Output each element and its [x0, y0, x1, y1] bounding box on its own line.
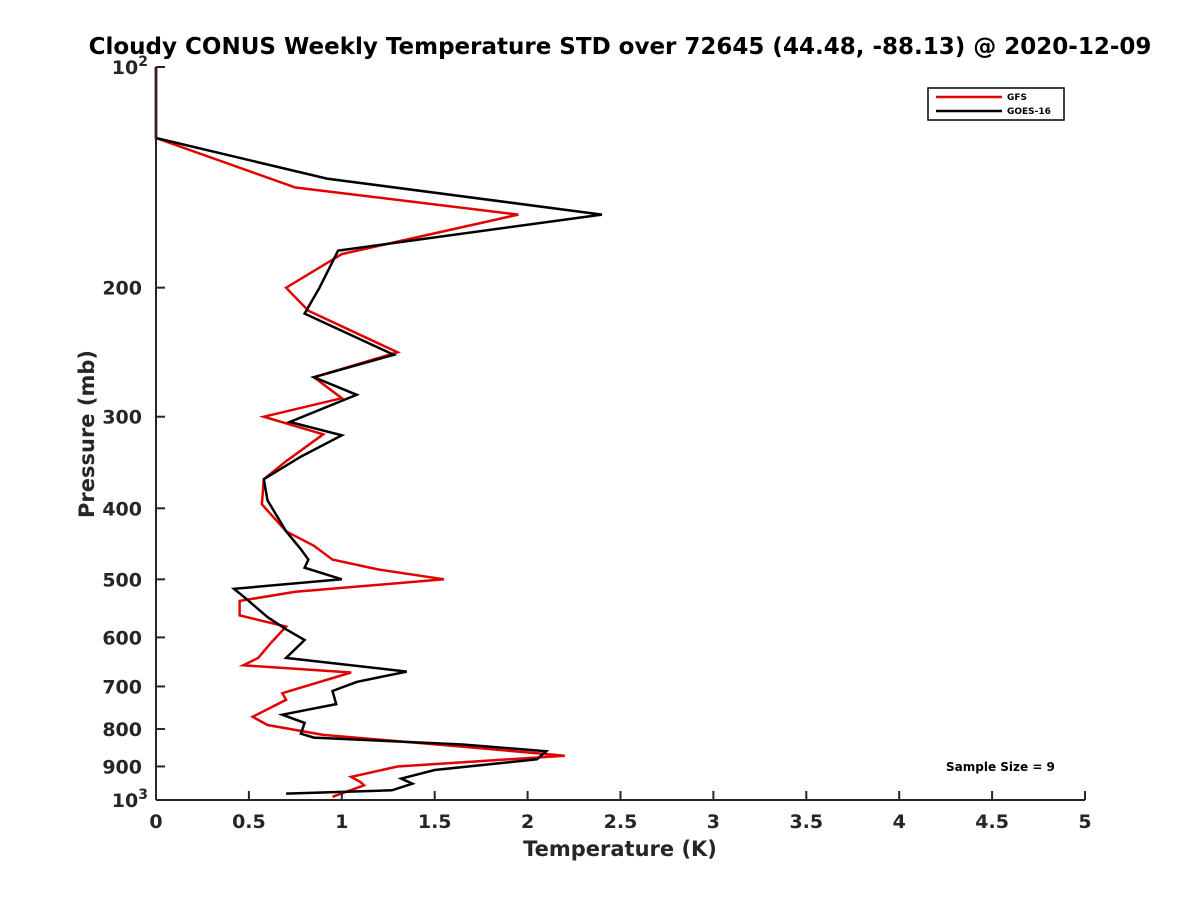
x-tick-label: 3.5	[789, 811, 823, 833]
x-tick-label: 5	[1078, 811, 1091, 833]
y-tick-label: 700	[102, 676, 142, 698]
y-tick-label: 300	[102, 407, 142, 429]
x-axis-label: Temperature (K)	[523, 837, 717, 861]
chart-title: Cloudy CONUS Weekly Temperature STD over…	[89, 34, 1152, 60]
y-axis-label: Pressure (mb)	[75, 350, 99, 518]
y-tick-label: 200	[102, 278, 142, 300]
x-tick-label: 4.5	[975, 811, 1009, 833]
y-tick-label: 600	[102, 627, 142, 649]
y-tick-label: 800	[102, 719, 142, 741]
y-tick-label: 103	[112, 787, 148, 812]
x-tick-label: 0.5	[232, 811, 266, 833]
x-tick-label: 1	[335, 811, 348, 833]
legend: GFS GOES-16	[927, 87, 1065, 121]
x-tick-label: 1.5	[418, 811, 452, 833]
legend-label-gfs: GFS	[1007, 93, 1027, 103]
y-tick-label: 400	[102, 498, 142, 520]
x-tick-label: 2.5	[604, 811, 638, 833]
x-tick-label: 4	[893, 811, 906, 833]
x-ticks: 0 0.5 1 1.5 2 2.5 3 3.5 4 4.5 5	[149, 791, 1092, 833]
series-layer	[154, 67, 603, 798]
y-tick-label: 500	[102, 569, 142, 591]
x-tick-label: 3	[707, 811, 720, 833]
series-line-goes16	[154, 67, 603, 795]
x-tick-label: 2	[521, 811, 534, 833]
legend-label-goes16: GOES-16	[1007, 107, 1051, 117]
sample-size-annotation: Sample Size = 9	[946, 760, 1055, 774]
x-tick-label: 0	[149, 811, 162, 833]
y-tick-label: 900	[102, 756, 142, 778]
legend-box	[927, 87, 1065, 121]
